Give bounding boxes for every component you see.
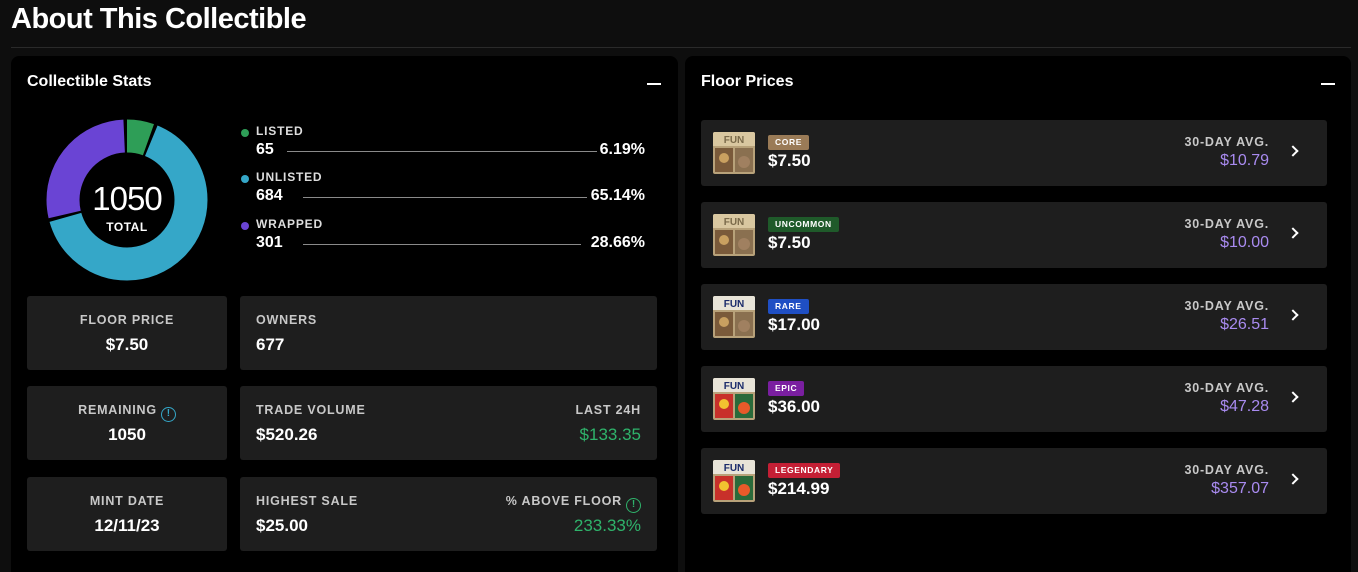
donut-total-value: 1050 bbox=[92, 180, 162, 217]
rarity-badge: EPIC bbox=[768, 381, 805, 396]
donut-segment-unlisted bbox=[46, 119, 208, 281]
floor-price-row-rare[interactable]: FUN RARE $17.00 30-DAY AVG. $26.51 bbox=[701, 284, 1327, 350]
floor-price-value: $17.00 bbox=[768, 315, 820, 334]
stat-label: LISTED bbox=[256, 124, 304, 138]
svg-text:FUN: FUN bbox=[724, 463, 745, 474]
chevron-right-icon[interactable] bbox=[1287, 473, 1299, 485]
trade-volume-card: TRADE VOLUME $520.26 LAST 24H $133.35 bbox=[240, 386, 657, 460]
comic-cover-thumbnail: FUN bbox=[713, 460, 755, 502]
avg-label: 30-DAY AVG. bbox=[1184, 381, 1269, 395]
floor-price-row-epic[interactable]: FUN EPIC $36.00 30-DAY AVG. $47.28 bbox=[701, 366, 1327, 432]
stat-percent: 28.66% bbox=[590, 234, 645, 251]
above-floor-label: % ABOVE FLOOR! bbox=[506, 494, 641, 513]
legend-dot bbox=[241, 222, 249, 230]
rarity-badge: UNCOMMON bbox=[768, 217, 839, 232]
avg-value: $26.51 bbox=[1220, 316, 1269, 333]
divider bbox=[303, 197, 587, 198]
highest-sale-card: HIGHEST SALE $25.00 % ABOVE FLOOR! 233.3… bbox=[240, 477, 657, 551]
floor-price-card: FLOOR PRICE $7.50 bbox=[27, 296, 227, 370]
stat-label: WRAPPED bbox=[256, 217, 323, 231]
avg-value: $47.28 bbox=[1220, 398, 1269, 415]
avg-label: 30-DAY AVG. bbox=[1184, 463, 1269, 477]
floor-price-value: $36.00 bbox=[768, 397, 820, 416]
above-floor-text: % ABOVE FLOOR bbox=[505, 494, 622, 508]
donut-total-label: TOTAL bbox=[106, 220, 148, 234]
comic-cover-thumbnail: FUN bbox=[713, 132, 755, 174]
card-value: $7.50 bbox=[105, 335, 149, 354]
panel-title: Collectible Stats bbox=[27, 73, 152, 90]
card-value: $25.00 bbox=[256, 516, 308, 535]
info-icon[interactable]: ! bbox=[160, 407, 176, 422]
stat-wrapped: WRAPPED 301 28.66% bbox=[241, 214, 645, 254]
floor-price-value: $7.50 bbox=[768, 151, 811, 170]
floor-price-row-uncommon[interactable]: FUN UNCOMMON $7.50 30-DAY AVG. $10.00 bbox=[701, 202, 1327, 268]
card-label: HIGHEST SALE bbox=[256, 494, 358, 508]
collapse-minus-icon[interactable] bbox=[647, 83, 661, 85]
stat-count: 684 bbox=[256, 187, 283, 204]
card-value: 1050 bbox=[108, 425, 146, 444]
card-label: OWNERS bbox=[256, 313, 318, 327]
mint-date-card: MINT DATE 12/11/23 bbox=[27, 477, 227, 551]
floor-price-value: $214.99 bbox=[768, 479, 830, 498]
info-icon[interactable]: ! bbox=[626, 498, 641, 513]
avg-value: $10.00 bbox=[1220, 234, 1269, 251]
collectible-stats-panel: Collectible Stats 1050 TOTAL LISTED 65 6… bbox=[11, 56, 678, 572]
svg-text:FUN: FUN bbox=[724, 217, 745, 228]
supply-donut-chart bbox=[46, 119, 208, 281]
avg-label: 30-DAY AVG. bbox=[1184, 217, 1269, 231]
card-value: 677 bbox=[256, 335, 285, 354]
divider bbox=[11, 47, 1351, 48]
comic-cover-thumbnail: FUN bbox=[713, 296, 755, 338]
avg-label: 30-DAY AVG. bbox=[1184, 299, 1269, 313]
chevron-right-icon[interactable] bbox=[1287, 227, 1299, 239]
rarity-badge: LEGENDARY bbox=[768, 463, 841, 478]
stat-percent: 6.19% bbox=[599, 141, 645, 158]
avg-value: $10.79 bbox=[1220, 152, 1269, 169]
panel-title: Floor Prices bbox=[701, 73, 794, 90]
card-label: TRADE VOLUME bbox=[256, 403, 366, 417]
avg-value: $357.07 bbox=[1211, 480, 1269, 497]
card-value: 12/11/23 bbox=[94, 516, 160, 535]
divider bbox=[303, 244, 581, 245]
rarity-badge: CORE bbox=[768, 135, 809, 150]
chevron-right-icon[interactable] bbox=[1287, 391, 1299, 403]
stat-unlisted: UNLISTED 684 65.14% bbox=[241, 167, 645, 207]
page-title: About This Collectible bbox=[11, 3, 307, 35]
stat-percent: 65.14% bbox=[590, 187, 645, 204]
stat-label: UNLISTED bbox=[256, 170, 323, 184]
remaining-label: REMAINING bbox=[78, 403, 157, 417]
collapse-minus-icon[interactable] bbox=[1321, 83, 1335, 85]
stat-count: 301 bbox=[256, 234, 283, 251]
last-24h-value: $133.35 bbox=[579, 425, 641, 444]
owners-card: OWNERS 677 bbox=[240, 296, 657, 370]
floor-price-row-legendary[interactable]: FUN LEGENDARY $214.99 30-DAY AVG. $357.07 bbox=[701, 448, 1327, 514]
svg-text:FUN: FUN bbox=[724, 135, 745, 146]
svg-text:FUN: FUN bbox=[724, 299, 745, 310]
legend-dot bbox=[241, 175, 249, 183]
comic-cover-thumbnail: FUN bbox=[713, 378, 755, 420]
legend-dot bbox=[241, 129, 249, 137]
chevron-right-icon[interactable] bbox=[1287, 309, 1299, 321]
floor-price-value: $7.50 bbox=[768, 233, 811, 252]
stat-listed: LISTED 65 6.19% bbox=[241, 121, 645, 161]
card-label: REMAINING! bbox=[27, 403, 227, 422]
stat-count: 65 bbox=[256, 141, 274, 158]
donut-segment-wrapped bbox=[46, 119, 208, 281]
card-value: $520.26 bbox=[256, 425, 318, 444]
comic-cover-thumbnail: FUN bbox=[713, 214, 755, 256]
card-label: FLOOR PRICE bbox=[79, 313, 175, 327]
chevron-right-icon[interactable] bbox=[1287, 145, 1299, 157]
svg-text:FUN: FUN bbox=[724, 381, 745, 392]
donut-segment-listed bbox=[46, 119, 208, 281]
last-24h-label: LAST 24H bbox=[575, 403, 641, 417]
rarity-badge: RARE bbox=[768, 299, 809, 314]
floor-price-row-core[interactable]: FUN CORE $7.50 30-DAY AVG. $10.79 bbox=[701, 120, 1327, 186]
above-floor-value: 233.33% bbox=[573, 516, 641, 535]
avg-label: 30-DAY AVG. bbox=[1184, 135, 1269, 149]
floor-prices-panel: Floor Prices FUN CORE $7.50 30-DAY AVG. $10.… bbox=[685, 56, 1351, 572]
card-label: MINT DATE bbox=[89, 494, 165, 508]
divider bbox=[287, 151, 597, 152]
remaining-card: REMAINING! 1050 bbox=[27, 386, 227, 460]
